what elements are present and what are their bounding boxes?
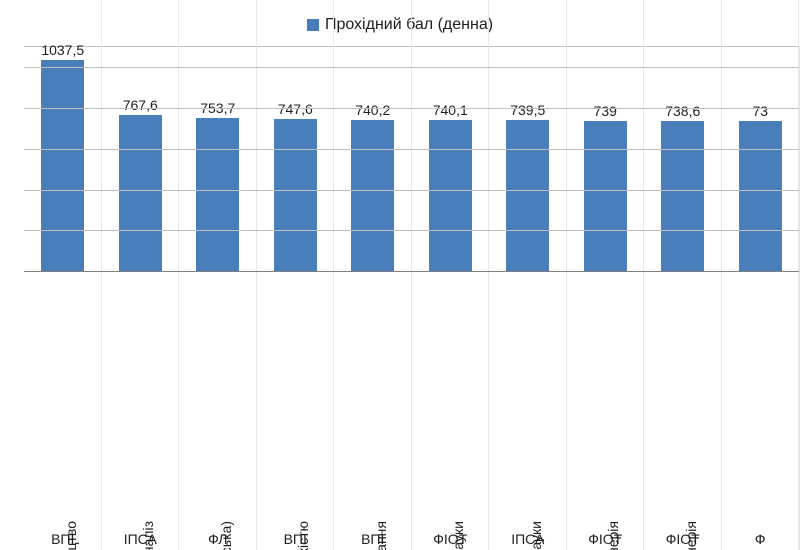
category-slot: Філологія (англійська)ФЛ xyxy=(179,271,257,550)
category-label-flat: ФІОТ xyxy=(412,531,490,547)
bars-row: 1037,5 767,6 753,7 747,6 740,2 740,1 739,5 739 7… xyxy=(24,47,799,271)
category-label-flat: ІПСА xyxy=(489,531,567,547)
gridline xyxy=(24,108,799,109)
category-slot: Комп'ютерні наукиІПСА xyxy=(489,271,567,550)
legend: Прохідний бал (денна) xyxy=(0,16,800,36)
category-label-flat: ІПСА xyxy=(102,531,180,547)
bar: 739,5 xyxy=(506,120,549,271)
bar: 740,2 xyxy=(351,120,394,271)
bar: 753,7 xyxy=(196,118,239,271)
bar-slot: 739,5 xyxy=(489,47,567,271)
bar-slot: 1037,5 xyxy=(24,47,102,271)
bar: 1037,5 xyxy=(41,60,84,271)
gridline xyxy=(24,149,799,150)
value-label: 740,1 xyxy=(433,102,468,118)
bar-slot: 73 xyxy=(722,47,800,271)
legend-label: Прохідний бал (денна) xyxy=(325,16,493,34)
value-label: 1037,5 xyxy=(41,42,84,58)
plot-area: 1037,5 767,6 753,7 747,6 740,2 740,1 739,5 739 7… xyxy=(24,46,800,550)
category-slot: Образотворче мистецтвоВПІ xyxy=(24,271,102,550)
category-slot: Системна інженеріяФІОТ xyxy=(644,271,722,550)
value-label: 740,2 xyxy=(355,102,390,118)
bar-slot: 753,7 xyxy=(179,47,257,271)
category-slot: Комп'ютерні наукиФІОТ xyxy=(412,271,490,550)
category-slot: Видавнича справа та редагуванняВПІ xyxy=(334,271,412,550)
value-label: 739,5 xyxy=(510,102,545,118)
category-label-flat: ФІОТ xyxy=(644,531,722,547)
category-label-flat: ФІОТ xyxy=(567,531,645,547)
category-slot: Реклама і звязки з громадскістюВПІ xyxy=(257,271,335,550)
gridline xyxy=(24,67,799,68)
bar: 740,1 xyxy=(429,120,472,271)
category-slot: Системний аналізІПСА xyxy=(102,271,180,550)
bar: 767,6 xyxy=(119,115,162,271)
bar-slot: 740,2 xyxy=(334,47,412,271)
bar: 747,6 xyxy=(274,119,317,271)
category-slot: Ф xyxy=(722,271,800,550)
category-slot: Програмна інженеріяФІОТ xyxy=(567,271,645,550)
category-label-flat: ВПІ xyxy=(24,531,102,547)
legend-item: Прохідний бал (денна) xyxy=(307,16,493,34)
bar: 738,6 xyxy=(661,121,704,271)
bar-slot: 738,6 xyxy=(644,47,722,271)
value-label: 739 xyxy=(594,103,617,119)
category-label-flat: ВПІ xyxy=(257,531,335,547)
value-label: 73 xyxy=(752,103,768,119)
chart-container: Прохідний бал (денна) 1037,5 767,6 753,7 74… xyxy=(0,0,800,550)
bar-slot: 767,6 xyxy=(102,47,180,271)
value-label: 767,6 xyxy=(123,97,158,113)
category-label-flat: ФЛ xyxy=(179,531,257,547)
value-label: 738,6 xyxy=(665,103,700,119)
gridline xyxy=(24,190,799,191)
bar-slot: 747,6 xyxy=(257,47,335,271)
legend-swatch xyxy=(307,19,319,31)
category-label-flat: Ф xyxy=(722,531,800,547)
gridline xyxy=(24,230,799,231)
bar: 739 xyxy=(584,121,627,271)
bar-slot: 740,1 xyxy=(412,47,490,271)
bar-slot: 739 xyxy=(567,47,645,271)
category-label-flat: ВПІ xyxy=(334,531,412,547)
x-axis-line xyxy=(24,271,799,272)
bar: 73 xyxy=(739,121,782,271)
categories-row: Образотворче мистецтвоВПІСистемний аналі… xyxy=(24,271,799,550)
